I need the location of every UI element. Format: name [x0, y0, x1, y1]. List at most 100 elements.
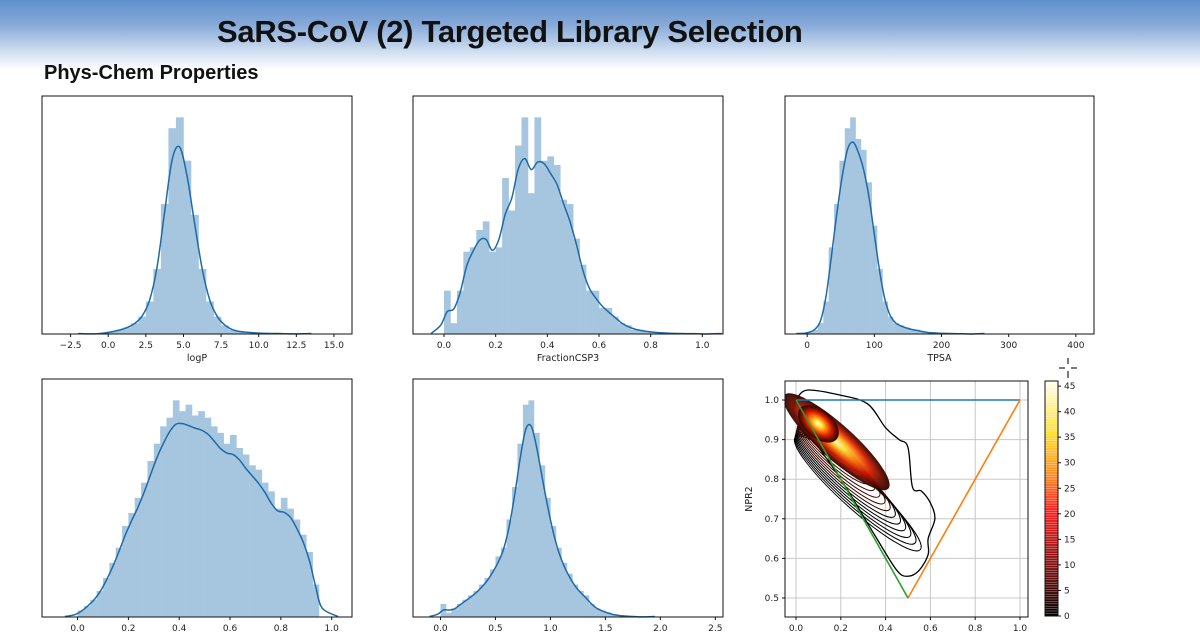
histogram-bar: [893, 323, 899, 334]
histogram-bar: [866, 182, 872, 334]
histogram-bar: [312, 584, 320, 617]
x-tick-label: 2.5: [139, 341, 153, 351]
histogram-bar: [185, 404, 193, 617]
histogram-bar: [618, 323, 626, 334]
x-tick-label: 2.0: [653, 624, 668, 634]
y-tick-label: 0.7: [765, 515, 779, 525]
histogram-bar: [909, 329, 915, 334]
plot-frame: [784, 380, 1029, 618]
histogram-bar: [644, 331, 651, 334]
histogram-bar: [882, 301, 889, 334]
histogram-bar: [611, 316, 619, 334]
contour-line: [792, 389, 936, 577]
histogram-bar: [191, 415, 199, 617]
x-tick-label: 0.6: [923, 624, 938, 634]
histogram-bar: [823, 301, 829, 334]
histogram-bar: [463, 251, 471, 334]
x-tick-label: 0.8: [274, 624, 289, 634]
histogram-bar: [511, 487, 518, 617]
x-axis-label: TPSA: [926, 353, 952, 364]
histogram-bar: [624, 325, 632, 334]
histogram-bar: [175, 117, 184, 334]
histogram-bar: [249, 465, 256, 617]
histogram-bar: [223, 443, 231, 617]
histogram-bar: [528, 400, 535, 617]
histogram-bar: [130, 323, 139, 334]
section-title: Phys-Chem Properties: [44, 62, 259, 84]
colorbar-gradient: [1045, 381, 1058, 616]
histogram-bar: [102, 578, 110, 617]
x-tick-label: 0.0: [433, 624, 448, 634]
histogram-bar: [605, 612, 612, 617]
histogram-bar: [812, 329, 819, 334]
x-tick-label: 1.0: [543, 624, 558, 634]
histogram-bar: [579, 264, 587, 334]
x-tick-label: 0.0: [70, 624, 85, 634]
histogram-bar: [141, 482, 148, 617]
x-tick-label: 0.8: [644, 341, 659, 351]
y-axis-label: NPR2: [744, 486, 755, 511]
crosshair-cursor-icon: [1059, 358, 1077, 378]
histogram-bar: [204, 417, 212, 617]
histogram-bar: [539, 465, 546, 617]
histogram-bar: [553, 165, 561, 334]
histogram-bar: [860, 149, 867, 334]
header-banner: [0, 0, 1200, 70]
histogram-bar: [547, 156, 555, 334]
histogram-bar: [566, 204, 574, 334]
x-tick-label: 0.4: [540, 341, 555, 351]
histogram-bar: [134, 497, 142, 617]
histogram-bar: [268, 491, 275, 617]
histogram-bar: [887, 316, 894, 334]
histogram-bar: [90, 599, 97, 617]
histogram-bar: [855, 139, 862, 334]
x-tick-label: 0.8: [968, 624, 983, 634]
histogram-bar: [451, 608, 458, 617]
histogram-bar: [293, 519, 301, 617]
colorbar-tick-label: 0: [1064, 612, 1070, 622]
density-contours: [785, 389, 936, 577]
histogram-bar: [145, 301, 154, 334]
histogram-bar: [555, 547, 562, 617]
x-tick-label: 200: [933, 341, 950, 351]
histogram-bar: [495, 556, 502, 617]
histogram-bar: [476, 230, 484, 334]
npr-density-panel: 0.0 0.2 0.4 0.6 0.8 1.0 0.5 0.6 0.7 0.8 0.9 1.0 NPR2: [744, 380, 1029, 634]
histogram-bar: [550, 526, 557, 617]
histogram-bar: [521, 117, 529, 334]
histogram-bar: [807, 331, 813, 334]
histogram-bar: [213, 316, 222, 334]
histogram-bar: [631, 329, 639, 334]
histogram-bar: [445, 612, 452, 617]
x-tick-label: 0.0: [101, 341, 116, 351]
x-tick-label: 0.2: [834, 624, 848, 634]
x-tick-label: −2.5: [60, 341, 82, 351]
histogram-bar: [566, 573, 573, 617]
histogram-bar: [478, 584, 485, 617]
histogram-bar: [190, 214, 199, 334]
histogram-bar: [522, 404, 529, 617]
plot-frame: [412, 378, 724, 618]
histogram-bar: [534, 117, 542, 334]
x-tick-label: 0: [804, 341, 810, 351]
y-tick-label: 0.5: [765, 594, 779, 604]
histogram-bar: [588, 604, 595, 617]
x-tick-label: 7.5: [214, 341, 228, 351]
slide-title: SaRS-CoV (2) Targeted Library Selection: [217, 14, 803, 49]
histogram-panel-2: 0.0 0.2 0.4 0.6 0.8 1.0 FractionCSP3: [412, 95, 724, 364]
histogram-bar: [515, 145, 522, 334]
histogram-bar: [108, 331, 117, 334]
histogram-bar: [573, 238, 580, 334]
histogram-bar: [83, 606, 91, 617]
x-tick-label: 10.0: [249, 341, 269, 351]
x-tick-label: 0.5: [488, 624, 502, 634]
histogram-bar: [610, 614, 617, 617]
histogram-bar: [482, 221, 490, 334]
colorbar-frame: [1044, 380, 1059, 617]
histogram-panel-5: 0.0 0.5 1.0 1.5 2.0 2.5: [412, 378, 724, 634]
histogram-bar: [527, 193, 535, 334]
kde-curve: [64, 422, 339, 618]
histogram-bar: [274, 508, 282, 617]
colorbar-tick-label: 45: [1064, 382, 1075, 392]
histogram-bar: [115, 329, 124, 334]
